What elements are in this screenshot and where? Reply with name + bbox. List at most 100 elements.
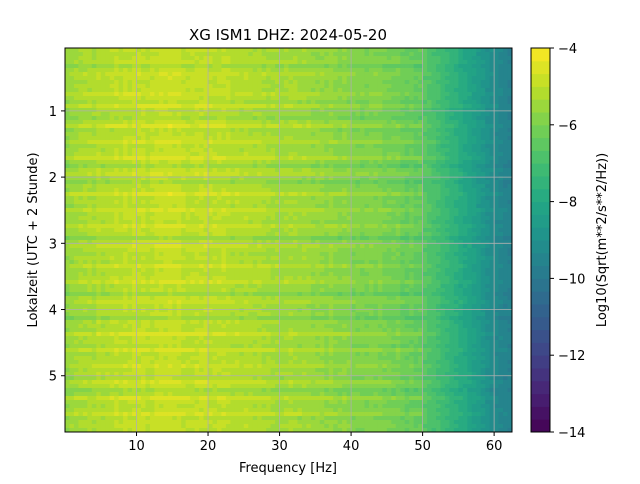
spectrogram-cell xyxy=(140,212,147,217)
spectrogram-cell xyxy=(136,140,142,145)
spectrogram-cell xyxy=(355,84,361,89)
spectrogram-cell xyxy=(480,132,486,137)
spectrogram-cell xyxy=(109,48,115,53)
spectrogram-cell xyxy=(333,52,339,57)
spectrogram-cell xyxy=(444,204,451,209)
spectrogram-cell xyxy=(395,100,401,105)
spectrogram-cell xyxy=(230,132,236,137)
spectrogram-cell xyxy=(149,48,155,53)
spectrogram-cell xyxy=(225,176,231,181)
spectrogram-cell xyxy=(462,64,468,69)
spectrogram-cell xyxy=(221,100,227,105)
spectrogram-cell xyxy=(453,180,459,185)
spectrogram-cell xyxy=(449,140,455,145)
spectrogram-cell xyxy=(328,164,334,169)
spectrogram-cell xyxy=(216,84,223,89)
spectrogram-cell xyxy=(413,216,419,221)
spectrogram-cell xyxy=(288,56,294,61)
spectrogram-cell xyxy=(404,200,410,205)
spectrogram-cell xyxy=(306,64,312,69)
spectrogram-cell xyxy=(440,112,446,117)
spectrogram-cell xyxy=(440,148,446,153)
spectrogram-cell xyxy=(485,148,491,153)
spectrogram-cell xyxy=(485,104,491,109)
spectrogram-cell xyxy=(284,56,290,61)
spectrogram-cell xyxy=(248,180,254,185)
spectrogram-cell xyxy=(404,60,410,65)
spectrogram-cell xyxy=(288,220,294,225)
spectrogram-cell xyxy=(78,48,84,53)
spectrogram-cell xyxy=(413,72,419,77)
spectrogram-cell xyxy=(498,128,504,133)
spectrogram-cell xyxy=(123,52,129,57)
spectrogram-cell xyxy=(216,60,223,65)
spectrogram-cell xyxy=(239,200,245,205)
spectrogram-cell xyxy=(337,96,343,101)
spectrogram-cell xyxy=(176,188,182,193)
spectrogram-cell xyxy=(275,208,281,213)
spectrogram-cell xyxy=(346,56,352,61)
spectrogram-cell xyxy=(346,132,352,137)
spectrogram-cell xyxy=(230,216,236,221)
spectrogram-cell xyxy=(373,192,379,197)
spectrogram-cell xyxy=(203,56,209,61)
spectrogram-cell xyxy=(373,172,379,177)
spectrogram-cell xyxy=(65,116,71,121)
spectrogram-cell xyxy=(427,156,433,161)
spectrogram-cell xyxy=(73,156,80,161)
spectrogram-cell xyxy=(270,72,276,77)
spectrogram-cell xyxy=(257,196,263,201)
spectrogram-cell xyxy=(149,112,155,117)
spectrogram-cell xyxy=(373,88,379,93)
spectrogram-cell xyxy=(292,184,299,189)
spectrogram-cell xyxy=(373,124,379,129)
spectrogram-cell xyxy=(221,88,227,93)
spectrogram-cell xyxy=(503,56,509,61)
spectrogram-cell xyxy=(73,80,80,85)
spectrogram-cell xyxy=(199,144,205,149)
spectrogram-cell xyxy=(449,212,455,217)
spectrogram-cell xyxy=(328,180,334,185)
spectrogram-cell xyxy=(257,128,263,133)
spectrogram-cell xyxy=(377,184,383,189)
spectrogram-cell xyxy=(216,180,223,185)
spectrogram-cell xyxy=(270,120,276,125)
spectrogram-cell xyxy=(431,96,437,101)
spectrogram-cell xyxy=(400,104,406,109)
spectrogram-cell xyxy=(440,124,446,129)
spectrogram-cell xyxy=(109,120,115,125)
spectrogram-cell xyxy=(149,104,155,109)
spectrogram-cell xyxy=(377,132,383,137)
spectrogram-cell xyxy=(105,64,111,69)
spectrogram-cell xyxy=(100,108,106,113)
spectrogram-cell xyxy=(114,48,120,53)
spectrogram-cell xyxy=(489,228,495,233)
spectrogram-cell xyxy=(248,164,254,169)
spectrogram-cell xyxy=(203,160,209,165)
spectrogram-cell xyxy=(409,104,415,109)
spectrogram-cell xyxy=(498,240,504,245)
spectrogram-cell xyxy=(422,88,428,93)
spectrogram-cell xyxy=(489,244,495,249)
spectrogram-cell xyxy=(480,184,486,189)
spectrogram-cell xyxy=(248,80,254,85)
spectrogram-cell xyxy=(216,224,223,229)
spectrogram-cell xyxy=(386,216,392,221)
spectrogram-cell xyxy=(422,132,428,137)
spectrogram-cell xyxy=(404,180,410,185)
spectrogram-cell xyxy=(199,60,205,65)
spectrogram-cell xyxy=(118,100,124,105)
spectrogram-cell xyxy=(422,136,428,141)
spectrogram-cell xyxy=(212,116,218,121)
spectrogram-cell xyxy=(422,76,428,81)
spectrogram-cell xyxy=(333,196,339,201)
spectrogram-cell xyxy=(503,240,509,245)
spectrogram-cell xyxy=(503,192,509,197)
spectrogram-cell xyxy=(234,48,240,53)
spectrogram-cell xyxy=(485,60,491,65)
spectrogram-cell xyxy=(279,212,285,217)
spectrogram-cell xyxy=(199,88,205,93)
spectrogram-cell xyxy=(355,196,361,201)
spectrogram-cell xyxy=(310,88,316,93)
spectrogram-cell xyxy=(440,192,446,197)
